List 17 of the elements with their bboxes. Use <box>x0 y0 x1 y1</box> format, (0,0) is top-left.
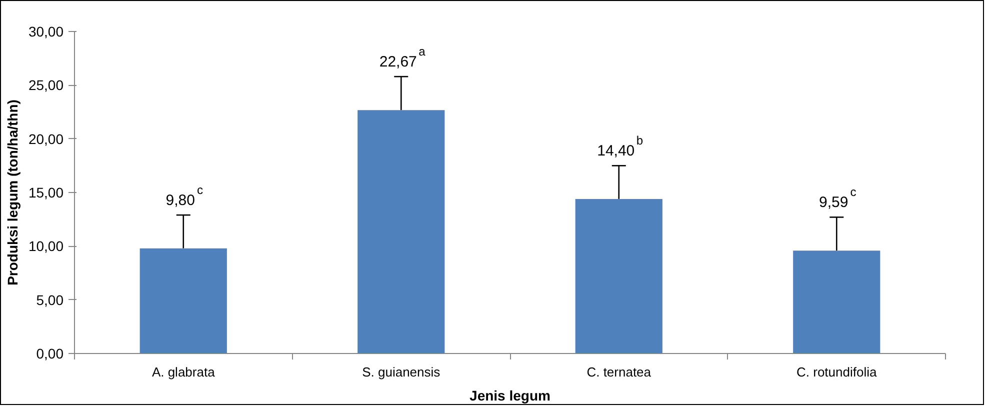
y-tick-label: 20,00 <box>28 130 64 147</box>
y-tick-label: 0,00 <box>36 346 64 362</box>
y-tick-label: 10,00 <box>28 238 64 254</box>
y-tick-label: 25,00 <box>28 77 64 94</box>
x-tick-label: A. glabrata <box>152 364 216 380</box>
y-tick-label: 5,00 <box>36 292 64 308</box>
bar <box>793 250 880 354</box>
bar <box>575 198 662 354</box>
bar <box>358 110 445 354</box>
x-tick-label: C. rotundifolia <box>796 364 878 380</box>
y-tick-label: 30,00 <box>28 24 64 40</box>
x-tick-label: S. guianensis <box>362 364 441 380</box>
y-axis-title: Produksi legum (ton/ha/thn) <box>4 100 20 286</box>
x-axis-title: Jenis legum <box>470 388 550 404</box>
y-tick-label: 15,00 <box>28 184 64 200</box>
bar <box>140 248 227 354</box>
x-tick-label: C. ternatea <box>586 364 652 380</box>
